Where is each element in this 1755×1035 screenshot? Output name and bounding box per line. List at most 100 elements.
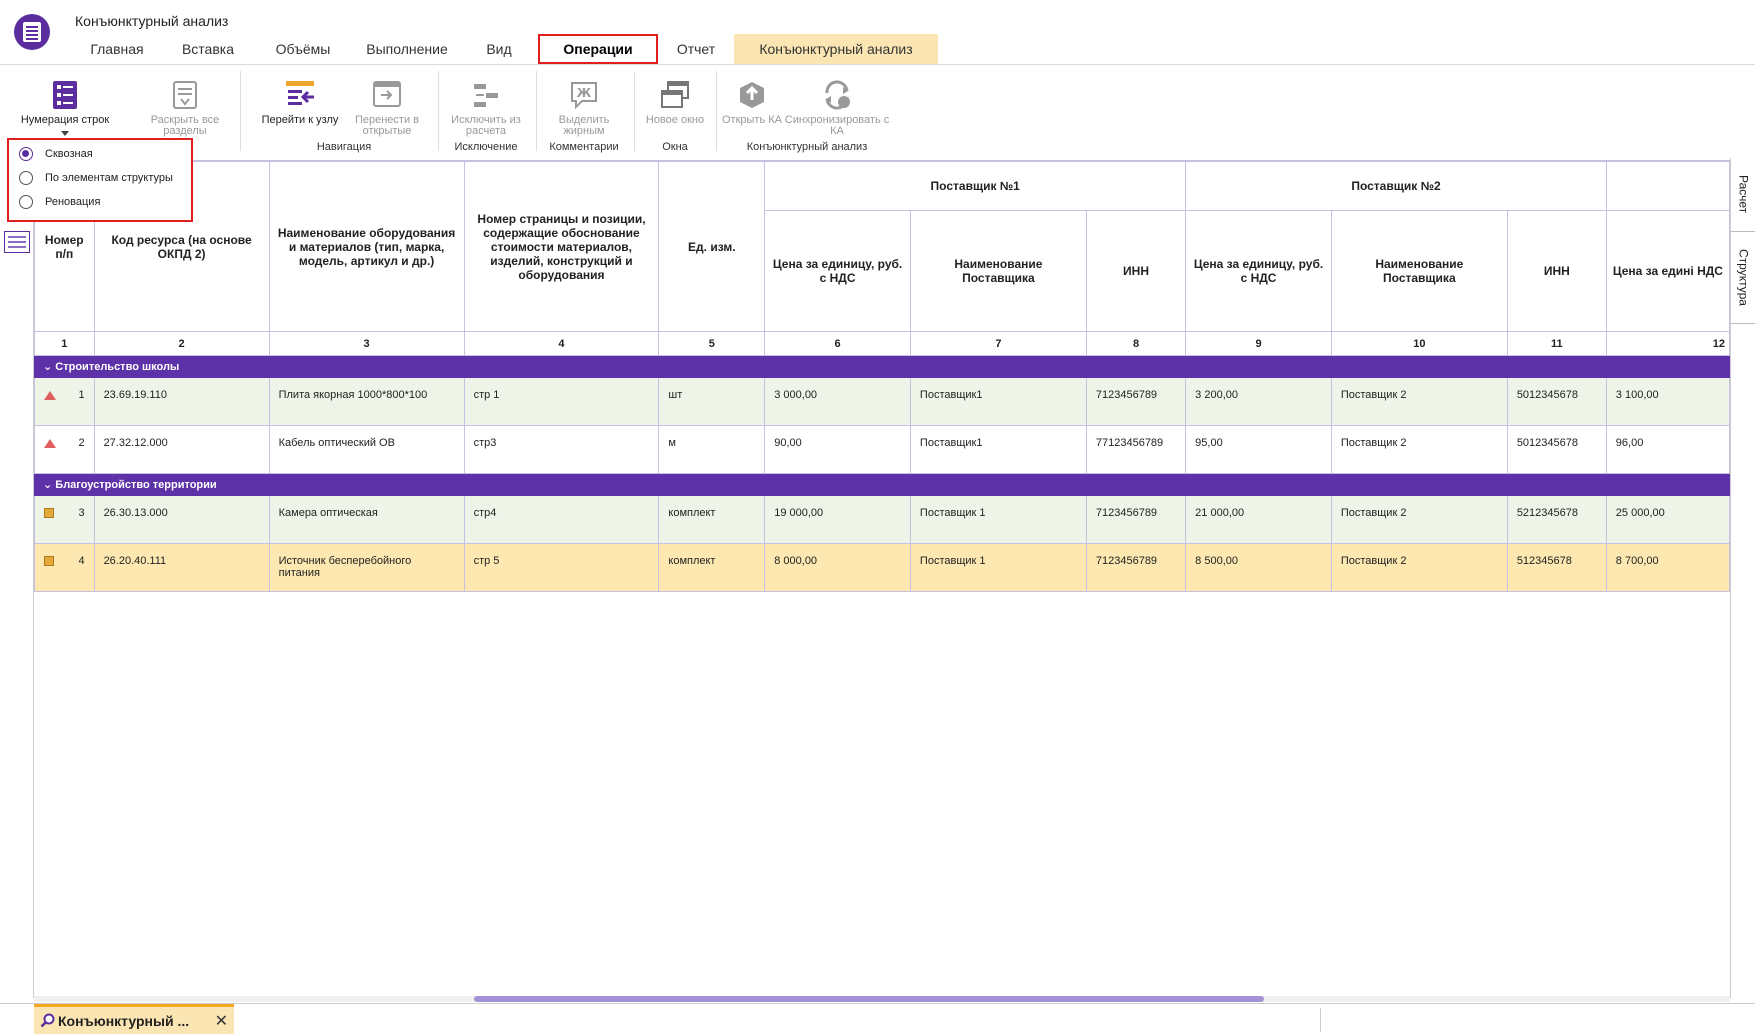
cell-price-2[interactable]: 95,00	[1185, 425, 1332, 474]
open-ka-button[interactable]: Открыть КА	[722, 79, 782, 126]
app-logo[interactable]	[14, 14, 50, 50]
cell-price-2[interactable]: 21 000,00	[1185, 495, 1332, 544]
header-unit[interactable]: Ед. изм.	[658, 161, 766, 332]
cell-price-3[interactable]: 25 000,00	[1605, 495, 1730, 544]
cell-code[interactable]: 27.32.12.000	[93, 425, 270, 474]
tab-calculation[interactable]: Расчет	[1731, 158, 1755, 232]
cell-supplier-1[interactable]: Поставщик 1	[909, 495, 1087, 544]
numbering-option-renovation[interactable]: Реновация	[19, 192, 100, 212]
cell-price-3[interactable]: 3 100,00	[1605, 377, 1730, 426]
close-icon[interactable]: ✕	[214, 1013, 228, 1030]
exclude-from-calc-button[interactable]: Исключить из расчета	[444, 79, 528, 137]
radio-unchecked[interactable]	[19, 171, 33, 185]
chevron-down-icon[interactable]: ⌄	[43, 478, 53, 491]
header-supplier-2[interactable]: Поставщик №2	[1185, 161, 1607, 211]
header-inn-1[interactable]: ИНН	[1085, 210, 1187, 332]
numbering-option-continuous[interactable]: Сквозная	[19, 144, 93, 164]
expand-all-button[interactable]: Раскрыть все разделы	[140, 79, 230, 137]
horizontal-scrollbar[interactable]	[34, 996, 1730, 1002]
cell-price-1[interactable]: 3 000,00	[764, 377, 911, 426]
document-tab[interactable]: Конъюнктурный ... ✕	[34, 1004, 234, 1034]
tab-view[interactable]: Вид	[486, 41, 512, 57]
col-num: 1	[34, 331, 95, 356]
table-view-icon[interactable]	[4, 231, 30, 253]
cell-price-2[interactable]: 8 500,00	[1185, 543, 1332, 592]
cell-unit[interactable]: шт	[658, 377, 766, 426]
tab-structure[interactable]: Структура	[1731, 232, 1755, 324]
tab-execution[interactable]: Выполнение	[366, 41, 448, 57]
table-row[interactable]: 2 27.32.12.000 Кабель оптический ОВ стр3…	[34, 425, 1730, 474]
cell-price-2[interactable]: 3 200,00	[1185, 377, 1332, 426]
table-row[interactable]: 1 23.69.19.110 Плита якорная 1000*800*10…	[34, 377, 1730, 426]
tab-market-analysis[interactable]: Конъюнктурный анализ	[734, 34, 938, 64]
cell-price-1[interactable]: 19 000,00	[764, 495, 911, 544]
cell-inn-2[interactable]: 5212345678	[1506, 495, 1607, 544]
cell-inn-1[interactable]: 7123456789	[1085, 543, 1187, 592]
radio-unchecked[interactable]	[19, 195, 33, 209]
bold-highlight-button[interactable]: Ж Выделить жирным	[542, 79, 626, 137]
cell-supplier-2[interactable]: Поставщик 2	[1330, 425, 1508, 474]
tab-volumes[interactable]: Объёмы	[275, 41, 331, 57]
cell-unit[interactable]: комплект	[658, 543, 766, 592]
cell-price-3[interactable]: 8 700,00	[1605, 543, 1730, 592]
row-numbering-button[interactable]: Нумерация строк	[10, 79, 120, 136]
cell-code[interactable]: 23.69.19.110	[93, 377, 270, 426]
tab-home[interactable]: Главная	[90, 41, 144, 57]
tab-insert[interactable]: Вставка	[181, 41, 235, 57]
cell-page[interactable]: стр4	[463, 495, 660, 544]
cell-page[interactable]: стр 5	[463, 543, 660, 592]
table-row[interactable]: 3 26.30.13.000 Камера оптическая стр4 ко…	[34, 495, 1730, 544]
cell-page[interactable]: стр3	[463, 425, 660, 474]
cell-supplier-2[interactable]: Поставщик 2	[1330, 377, 1508, 426]
cell-supplier-2[interactable]: Поставщик 2	[1330, 495, 1508, 544]
header-price-2[interactable]: Цена за единицу, руб. с НДС	[1185, 210, 1332, 332]
header-supplier-1[interactable]: Поставщик №1	[764, 161, 1187, 211]
tab-report[interactable]: Отчет	[676, 41, 716, 57]
header-page-position[interactable]: Номер страницы и позиции, содержащие обо…	[463, 161, 660, 332]
cell-inn-2[interactable]: 5012345678	[1506, 377, 1607, 426]
cell-unit[interactable]: м	[658, 425, 766, 474]
cell-name[interactable]: Камера оптическая	[268, 495, 465, 544]
menu-bar: Главная Вставка Объёмы Выполнение Вид Оп…	[70, 34, 938, 64]
cell-price-1[interactable]: 8 000,00	[764, 543, 911, 592]
cell-inn-2[interactable]: 5012345678	[1506, 425, 1607, 474]
table-row[interactable]: 4 26.20.40.111 Источник бесперебойного п…	[34, 543, 1730, 592]
cell-name[interactable]: Плита якорная 1000*800*100	[268, 377, 465, 426]
cell-unit[interactable]: комплект	[658, 495, 766, 544]
goto-node-button[interactable]: Перейти к узлу	[258, 79, 342, 126]
numbered-list-icon	[49, 79, 81, 111]
cell-inn-1[interactable]: 77123456789	[1085, 425, 1187, 474]
header-price-3[interactable]: Цена за едині НДС	[1605, 210, 1730, 332]
header-supplier-3[interactable]	[1605, 161, 1730, 211]
chevron-down-icon[interactable]: ⌄	[43, 360, 53, 373]
header-inn-2[interactable]: ИНН	[1506, 210, 1607, 332]
cell-name[interactable]: Источник бесперебойного питания	[268, 543, 465, 592]
cell-code[interactable]: 26.30.13.000	[93, 495, 270, 544]
cell-inn-1[interactable]: 7123456789	[1085, 377, 1187, 426]
cell-inn-2[interactable]: 512345678	[1506, 543, 1607, 592]
radio-checked[interactable]	[19, 147, 33, 161]
cell-name[interactable]: Кабель оптический ОВ	[268, 425, 465, 474]
section-row[interactable]: ⌄ Строительство школы	[34, 355, 1730, 378]
cell-code[interactable]: 26.20.40.111	[93, 543, 270, 592]
cell-price-3[interactable]: 96,00	[1605, 425, 1730, 474]
move-to-open-button[interactable]: Перенести в открытые	[344, 79, 430, 137]
cell-supplier-1[interactable]: Поставщик1	[909, 425, 1087, 474]
cell-page[interactable]: стр 1	[463, 377, 660, 426]
sync-ka-button[interactable]: Синхронизировать с КА	[782, 79, 892, 137]
sync-ka-label: Синхронизировать с КА	[784, 114, 890, 137]
cell-price-1[interactable]: 90,00	[764, 425, 911, 474]
header-supplier-name-1[interactable]: Наименование Поставщика	[909, 210, 1087, 332]
cell-supplier-1[interactable]: Поставщик 1	[909, 543, 1087, 592]
scrollbar-thumb[interactable]	[474, 996, 1264, 1002]
new-window-button[interactable]: Новое окно	[640, 79, 710, 126]
numbering-option-structure[interactable]: По элементам структуры	[19, 168, 173, 188]
header-equipment-name[interactable]: Наименование оборудования и материалов (…	[268, 161, 465, 332]
header-supplier-name-2[interactable]: Наименование Поставщика	[1330, 210, 1508, 332]
cell-inn-1[interactable]: 7123456789	[1085, 495, 1187, 544]
tab-operations[interactable]: Операции	[538, 34, 658, 64]
header-price-1[interactable]: Цена за единицу, руб. с НДС	[764, 210, 911, 332]
cell-supplier-2[interactable]: Поставщик 2	[1330, 543, 1508, 592]
cell-supplier-1[interactable]: Поставщик1	[909, 377, 1087, 426]
section-row[interactable]: ⌄ Благоустройство территории	[34, 473, 1730, 496]
